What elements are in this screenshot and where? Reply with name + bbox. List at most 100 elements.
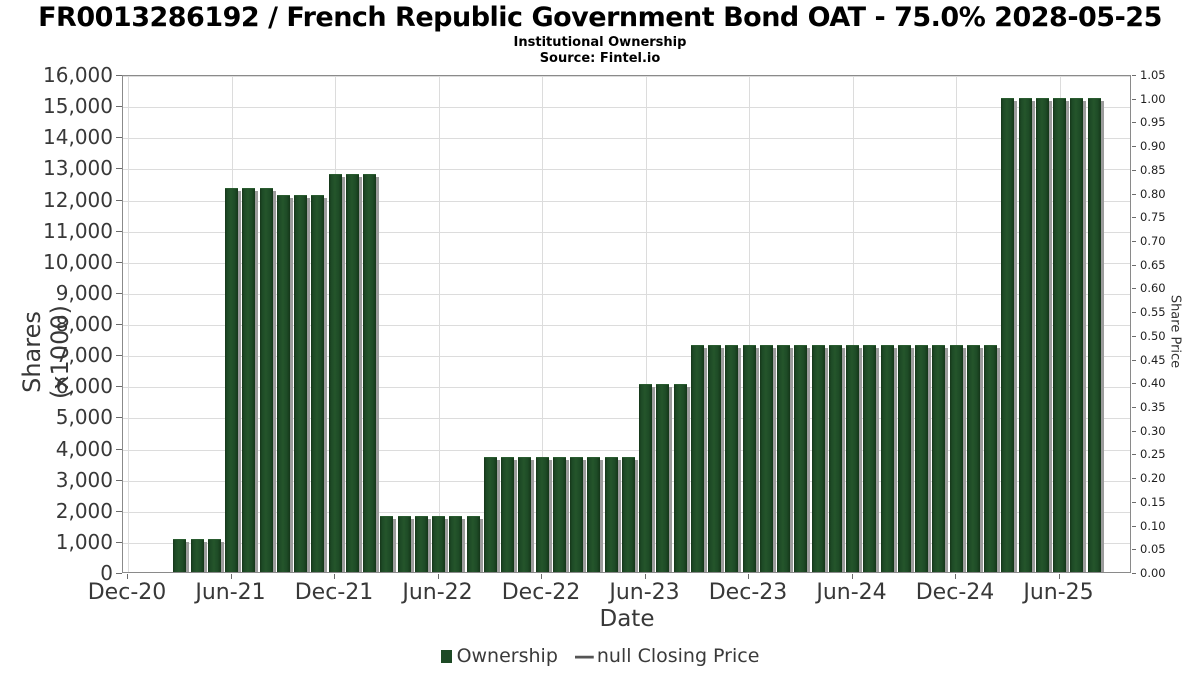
- x-axis-tick: [1058, 574, 1060, 579]
- legend-item-ownership[interactable]: Ownership: [440, 645, 558, 667]
- ownership-bar[interactable]: [673, 384, 687, 572]
- gridline-horizontal: [123, 107, 1130, 109]
- ownership-bar[interactable]: [725, 345, 739, 572]
- ownership-bar[interactable]: [414, 516, 428, 572]
- x-axis-tick-label: Jun-24: [816, 580, 887, 605]
- y-axis-tick-label-left: 9,000: [55, 280, 113, 305]
- y-axis-tick-label-left: 3,000: [55, 467, 113, 492]
- ownership-bar[interactable]: [397, 516, 411, 572]
- ownership-bar[interactable]: [932, 345, 946, 572]
- y-axis-tick-right: [1132, 217, 1136, 219]
- ownership-bar[interactable]: [311, 195, 325, 572]
- gridline-vertical: [852, 76, 854, 572]
- ownership-bar[interactable]: [690, 345, 704, 572]
- gridline-vertical: [956, 76, 957, 572]
- ownership-bar[interactable]: [742, 345, 756, 572]
- ownership-bar[interactable]: [190, 539, 204, 572]
- ownership-bar[interactable]: [828, 345, 842, 572]
- gridline-horizontal: [123, 200, 1130, 202]
- ownership-bar[interactable]: [449, 516, 463, 572]
- gridline-vertical: [749, 76, 750, 572]
- ownership-bar[interactable]: [604, 457, 618, 572]
- ownership-bar[interactable]: [552, 457, 566, 572]
- y-axis-tick-label-left: 10,000: [43, 249, 113, 274]
- y-axis-tick-label-right: 0.30: [1140, 423, 1166, 438]
- x-axis-tick: [644, 574, 646, 579]
- ownership-bar[interactable]: [639, 384, 652, 572]
- ownership-bar[interactable]: [880, 345, 894, 572]
- gridline-horizontal: [123, 76, 1130, 77]
- y-axis-tick-label-right: 0.90: [1140, 139, 1166, 154]
- ownership-bar[interactable]: [242, 188, 256, 572]
- ownership-bar[interactable]: [345, 174, 359, 572]
- ownership-bar[interactable]: [794, 345, 808, 572]
- y-axis-tick-label-left: 8,000: [55, 312, 113, 336]
- ownership-bar[interactable]: [294, 195, 307, 572]
- gridline-horizontal: [123, 169, 1130, 171]
- ownership-bar[interactable]: [949, 345, 963, 572]
- y-axis-tick-label-left: 14,000: [43, 125, 113, 150]
- ownership-bar[interactable]: [1035, 98, 1049, 572]
- ownership-bar[interactable]: [1001, 98, 1015, 572]
- ownership-bar[interactable]: [570, 457, 583, 572]
- ownership-bar[interactable]: [466, 516, 480, 572]
- y-axis-tick-right: [1132, 478, 1136, 480]
- y-axis-tick-right: [1132, 193, 1136, 195]
- ownership-bar[interactable]: [1070, 98, 1084, 572]
- ownership-bar[interactable]: [483, 457, 497, 572]
- ownership-bar[interactable]: [966, 345, 980, 572]
- y-axis-tick-label-right: 0.85: [1140, 162, 1166, 177]
- ownership-bar[interactable]: [863, 345, 877, 572]
- y-axis-tick-right: [1132, 122, 1136, 124]
- ownership-bar[interactable]: [207, 539, 221, 572]
- x-axis-tick-label: Dec-22: [501, 580, 581, 605]
- ownership-bar[interactable]: [1087, 98, 1101, 572]
- ownership-bar[interactable]: [846, 345, 859, 572]
- y-axis-tick-left: [116, 106, 122, 108]
- y-axis-tick-label-left: 13,000: [43, 156, 113, 181]
- ownership-bar[interactable]: [621, 457, 635, 572]
- y-axis-tick-right: [1132, 430, 1136, 432]
- ownership-bar[interactable]: [1053, 98, 1066, 572]
- y-axis-tick-right: [1132, 501, 1136, 503]
- ownership-bar[interactable]: [518, 457, 532, 572]
- ownership-bar[interactable]: [259, 188, 273, 572]
- ownership-bar[interactable]: [897, 345, 911, 572]
- legend-label-ownership: Ownership: [456, 645, 558, 667]
- legend-item-closing-price[interactable]: — null Closing Price: [564, 644, 760, 668]
- ownership-bar[interactable]: [380, 516, 394, 572]
- ownership-bar[interactable]: [777, 345, 790, 572]
- ownership-bar[interactable]: [587, 457, 601, 572]
- ownership-bar[interactable]: [656, 384, 670, 572]
- y-axis-tick-right: [1132, 335, 1136, 337]
- ownership-bar[interactable]: [535, 457, 549, 572]
- ownership-bar[interactable]: [501, 457, 514, 572]
- ownership-bar[interactable]: [225, 188, 238, 572]
- y-axis-tick-left: [116, 168, 122, 170]
- y-axis-tick-right: [1132, 98, 1136, 100]
- y-axis-tick-right: [1132, 549, 1136, 551]
- ownership-bar[interactable]: [759, 345, 773, 572]
- y-axis-tick-label-right: 1.05: [1140, 68, 1166, 82]
- plot-area: [122, 75, 1131, 573]
- ownership-bar[interactable]: [984, 345, 997, 572]
- ownership-bar[interactable]: [1018, 98, 1032, 572]
- gridline-vertical: [645, 76, 647, 572]
- ownership-bar[interactable]: [173, 539, 187, 572]
- y-axis-tick-left: [116, 324, 122, 325]
- y-axis-tick-label-left: 4,000: [55, 436, 113, 461]
- ownership-bar[interactable]: [363, 174, 376, 572]
- ownership-bar[interactable]: [915, 345, 928, 572]
- y-axis-tick-label-left: 1,000: [55, 529, 113, 554]
- gridline-horizontal: [123, 356, 1130, 358]
- y-axis-tick-left: [116, 386, 122, 388]
- ownership-bar[interactable]: [811, 345, 825, 572]
- ownership-bar[interactable]: [328, 174, 342, 572]
- ownership-bar[interactable]: [432, 516, 445, 572]
- ownership-bar[interactable]: [276, 195, 290, 572]
- ownership-bar[interactable]: [708, 345, 721, 572]
- y-axis-tick-label-left: 0: [100, 561, 113, 585]
- chart-source: Source: Fintel.io: [539, 51, 661, 66]
- y-axis-tick-label-left: 11,000: [43, 218, 113, 243]
- legend-dash-marker-icon: —: [573, 644, 595, 668]
